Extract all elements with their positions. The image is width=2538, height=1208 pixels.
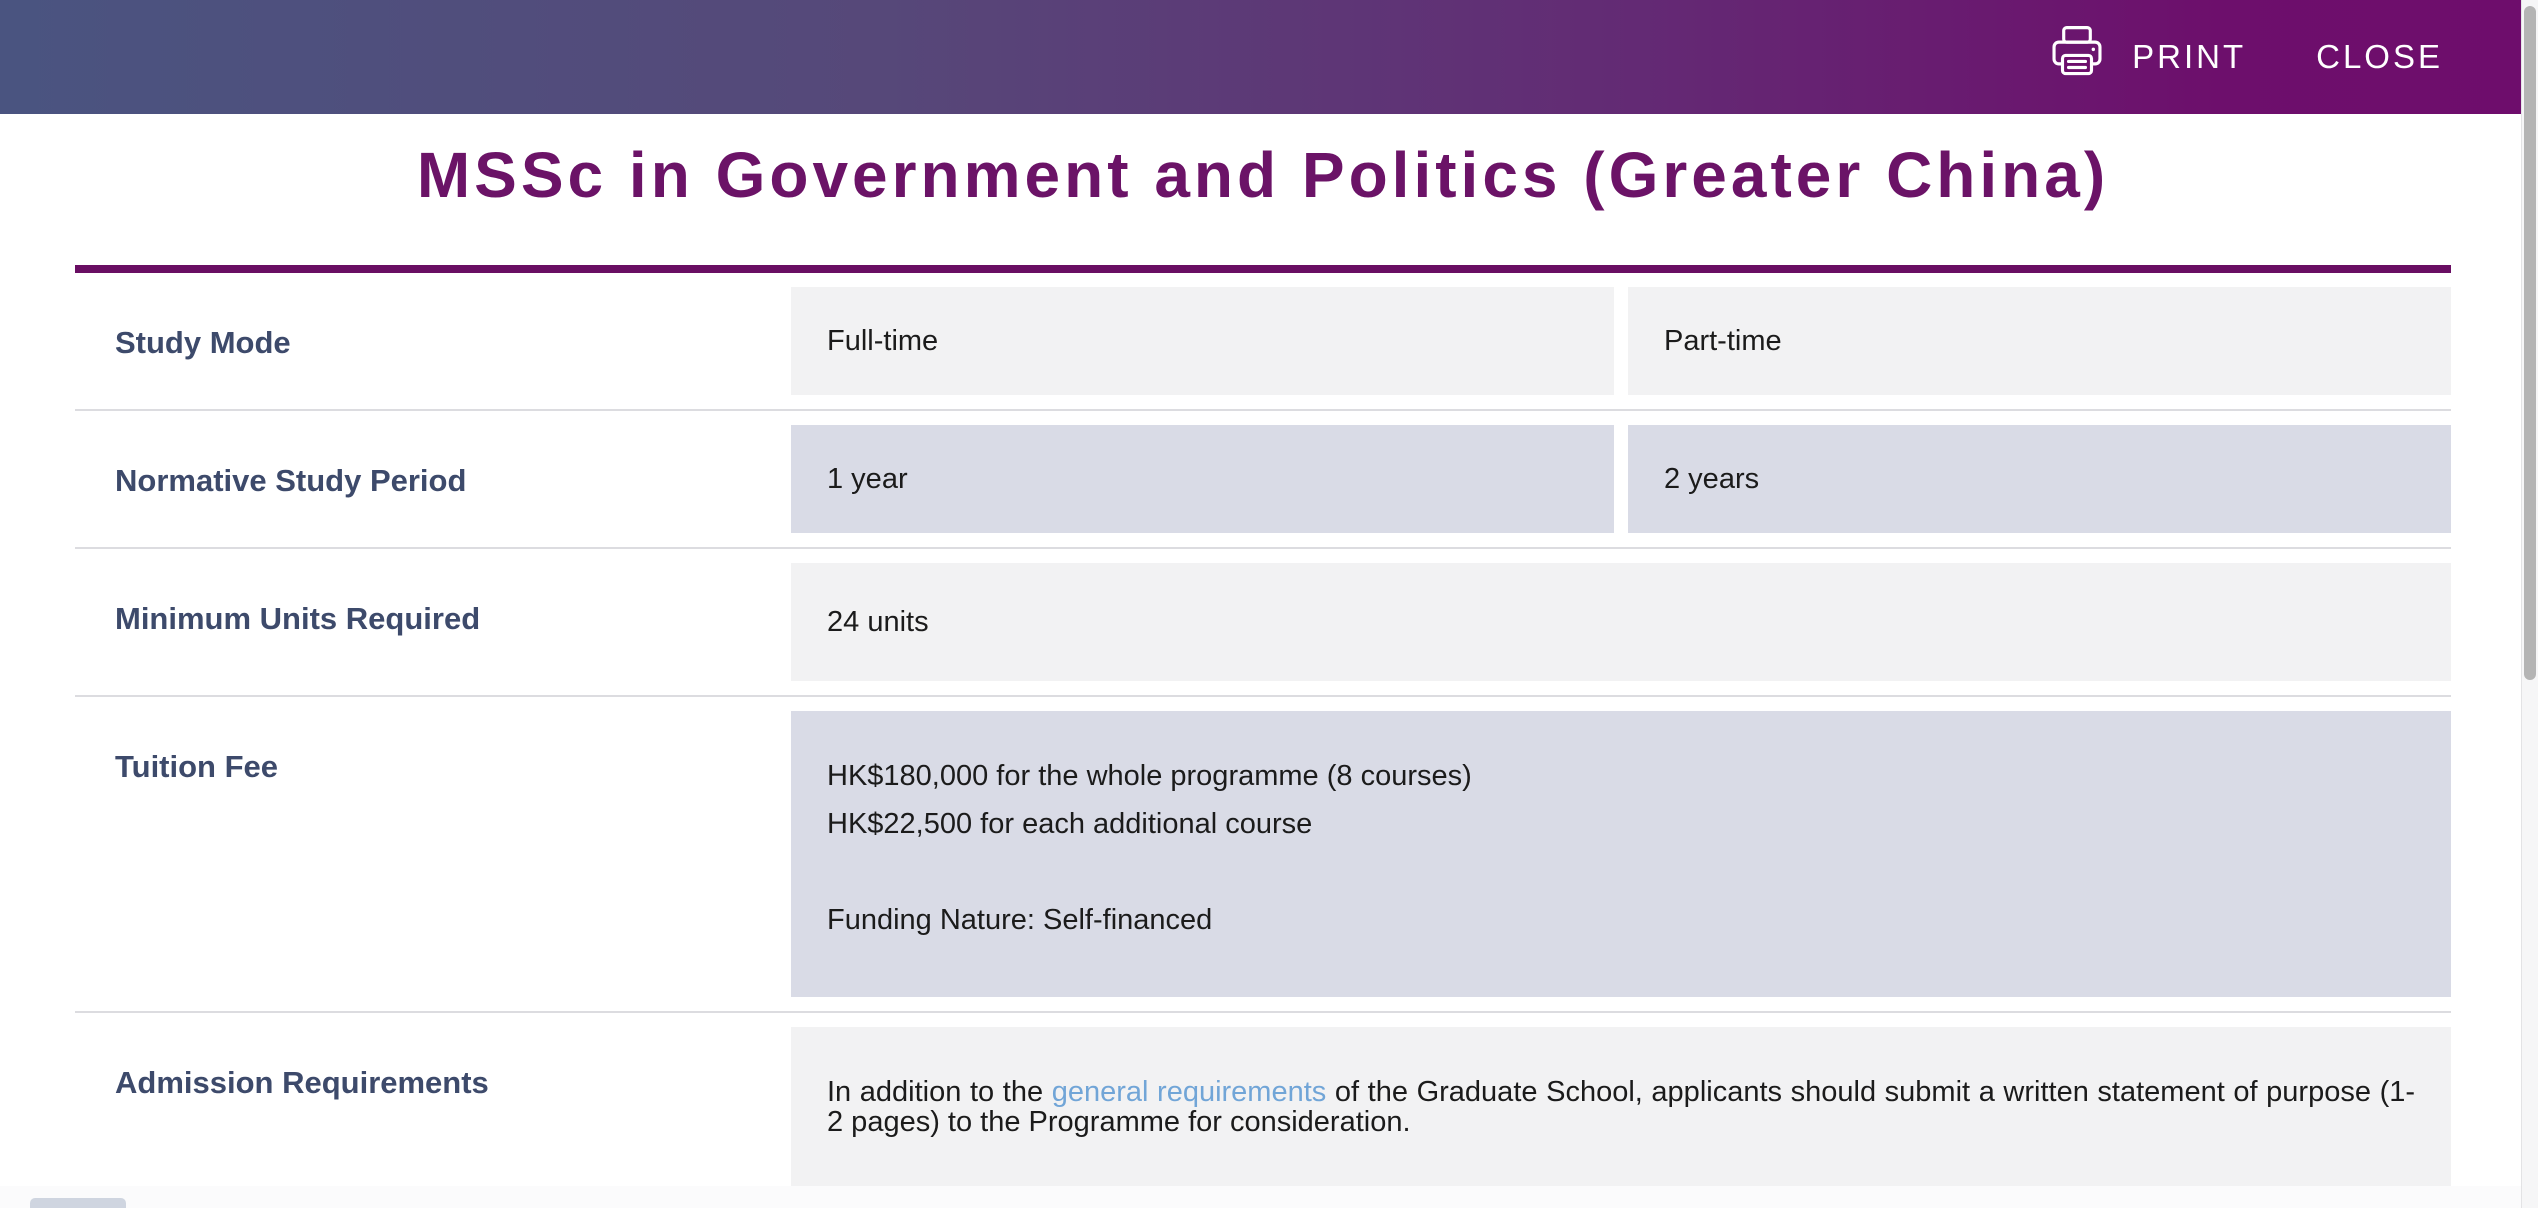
row-label-admission-requirements: Admission Requirements [75,1027,791,1208]
row-label-minimum-units: Minimum Units Required [75,563,791,681]
vertical-scrollbar-thumb[interactable] [2524,6,2536,680]
vertical-scrollbar-track[interactable] [2521,0,2538,1208]
table-row-admission-requirements: Admission Requirements In addition to th… [75,1013,2451,1208]
admission-text-before: In addition to the [827,1076,1052,1108]
cell-value: Part-time [1664,324,1782,357]
table-row-tuition-fee: Tuition Fee HK$180,000 for the whole pro… [75,697,2451,1013]
cell-minimum-units: 24 units [791,563,2451,681]
table-row-study-mode: Study Mode Full-time Part-time [75,273,2451,411]
general-requirements-link[interactable]: general requirements [1051,1076,1327,1108]
table-row-minimum-units: Minimum Units Required 24 units [75,549,2451,697]
cell-study-mode-fulltime: Full-time [791,287,1614,395]
header-bar: PRINT CLOSE [0,0,2521,114]
cell-period-parttime: 2 years [1628,425,2451,533]
cell-value: Full-time [827,324,939,357]
blank-line [827,857,2415,905]
close-button-label: CLOSE [2316,38,2443,75]
tuition-fee-line2: HK$22,500 for each additional course [827,808,1313,840]
cell-value: 2 years [1664,462,1760,495]
printer-icon [2048,24,2106,90]
cell-value: 1 year [827,462,908,495]
row-label-study-mode: Study Mode [75,287,791,395]
funding-nature-line: Funding Nature: Self-financed [827,904,1213,936]
cell-study-mode-parttime: Part-time [1628,287,2451,395]
below-fold-band [0,1186,2521,1208]
cell-period-fulltime: 1 year [791,425,1614,533]
partially-visible-element [30,1198,126,1208]
admission-text-after: of the Graduate School, applicants shoul… [827,1076,2416,1138]
print-button-label: PRINT [2132,38,2247,75]
cell-tuition-fee: HK$180,000 for the whole programme (8 co… [791,711,2451,997]
row-label-normative-study-period: Normative Study Period [75,425,791,533]
cell-admission-requirements: In addition to the general requirements … [791,1027,2451,1208]
cell-value: 24 units [827,605,929,638]
print-button[interactable]: PRINT [2048,24,2246,90]
programme-details-table: Study Mode Full-time Part-time Normative… [75,265,2451,1208]
tuition-fee-line1: HK$180,000 for the whole programme (8 co… [827,760,1472,792]
row-label-tuition-fee: Tuition Fee [75,711,791,997]
admission-requirements-text: In addition to the general requirements … [827,1077,2415,1137]
page-title: MSSc in Government and Politics (Greater… [416,139,2110,211]
table-row-normative-study-period: Normative Study Period 1 year 2 years [75,411,2451,549]
close-button[interactable]: CLOSE [2316,38,2443,76]
